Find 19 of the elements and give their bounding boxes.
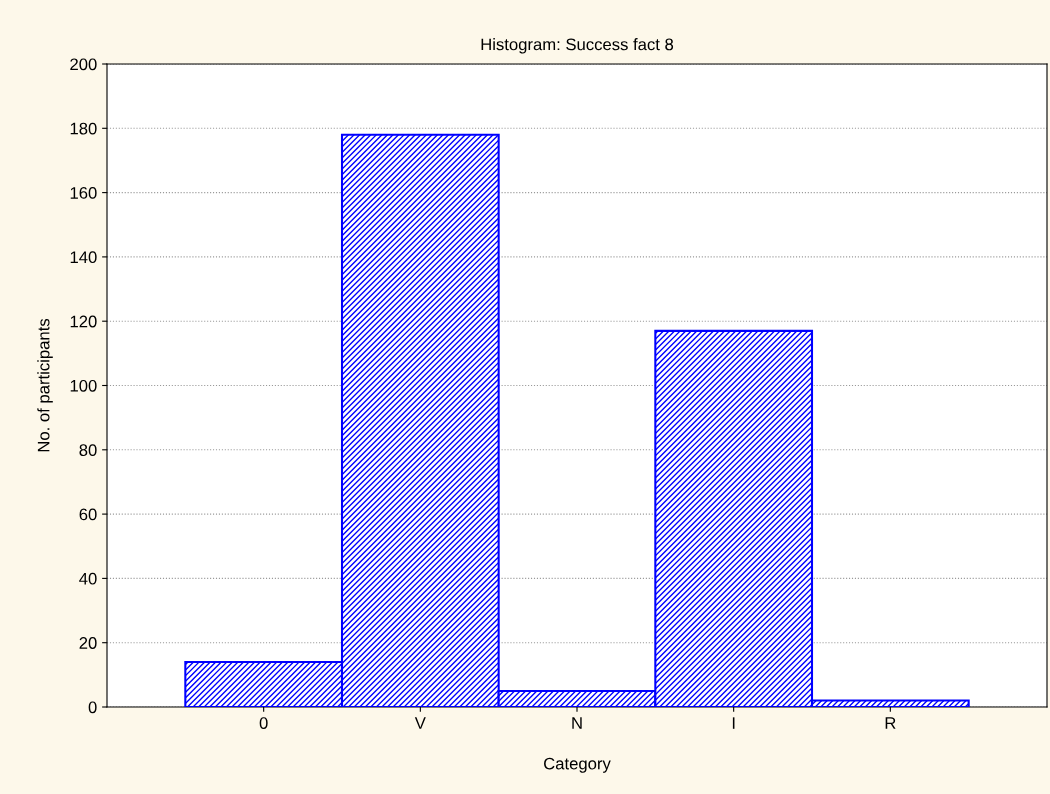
y-tick-label: 120 xyxy=(70,315,97,328)
y-tick-label: 180 xyxy=(70,122,97,135)
y-axis-title: No. of participants xyxy=(37,318,53,452)
y-tick-label: 80 xyxy=(79,444,97,456)
y-tick-label: 60 xyxy=(79,508,97,521)
y-tick-label: 20 xyxy=(79,637,97,649)
y-tick-label: 200 xyxy=(70,58,97,71)
x-axis-title: Category xyxy=(544,757,611,773)
y-tick-label: 100 xyxy=(70,379,97,392)
y-tick-label: 140 xyxy=(70,251,97,264)
x-tick-label: V xyxy=(414,717,426,729)
chart-title: Histogram: Success fact 8 xyxy=(481,38,674,54)
x-tick-label: 0 xyxy=(259,717,268,729)
x-tick-label: I xyxy=(732,717,735,729)
y-tick-label: 40 xyxy=(79,572,97,585)
x-tick-label: N xyxy=(572,717,582,729)
x-tick-label: R xyxy=(885,717,896,729)
y-tick-label: 160 xyxy=(70,187,97,199)
y-tick-label: 0 xyxy=(88,701,97,714)
